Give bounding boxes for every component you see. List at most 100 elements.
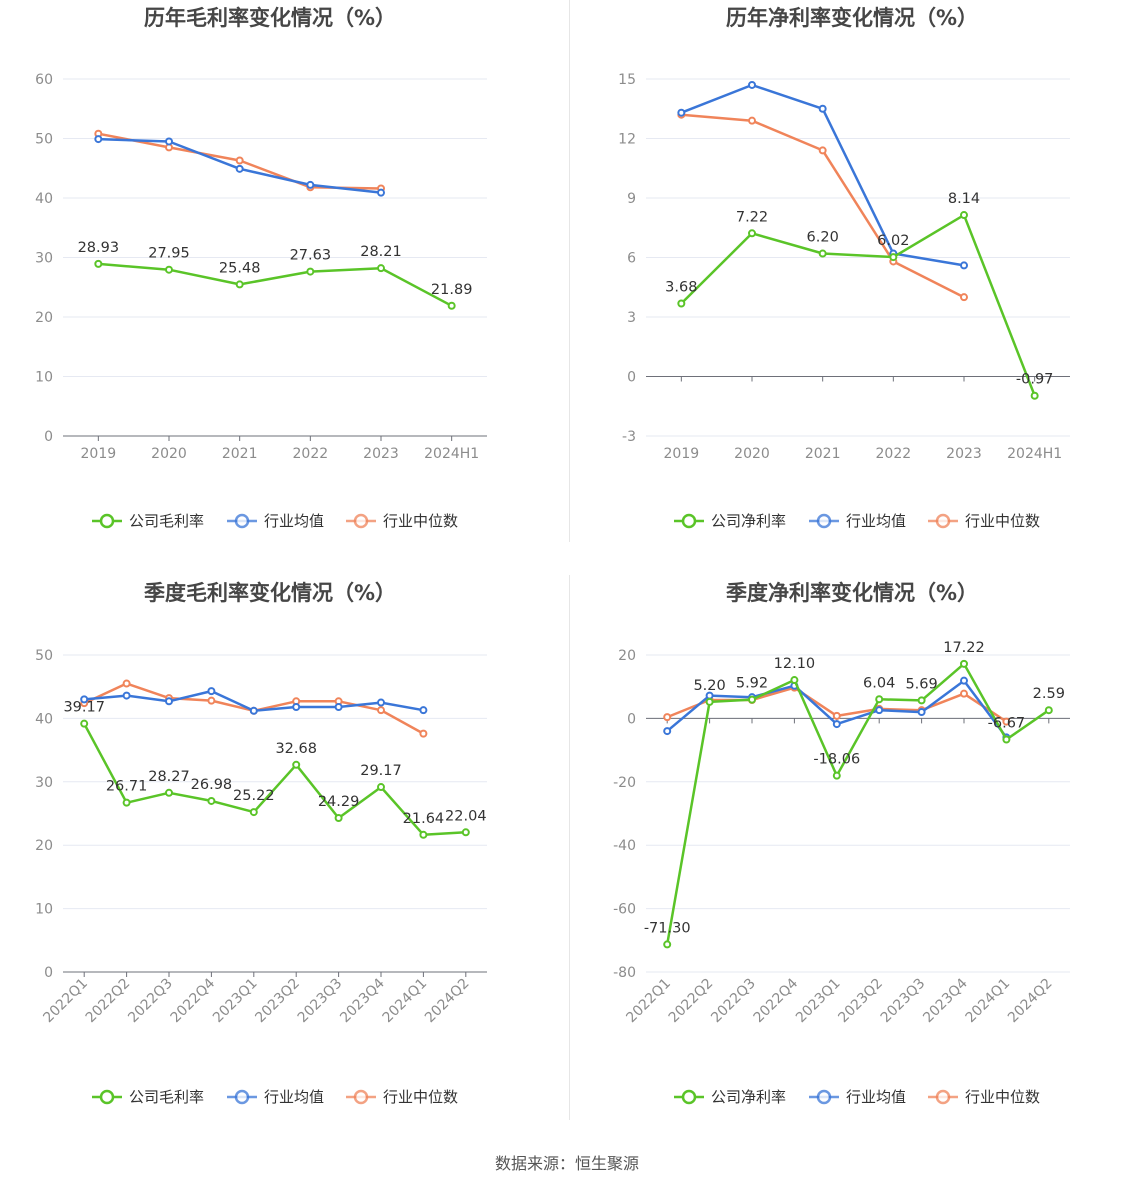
median-data-point: [1002, 717, 1011, 726]
x-tick-label: 2023Q1: [210, 976, 261, 1027]
y-tick-label: 10: [35, 370, 53, 386]
company-data-label: 22.04: [445, 808, 487, 824]
company-data-point: [875, 695, 884, 704]
x-tick-label: 2020: [734, 446, 770, 462]
company-data-label: 21.89: [431, 282, 473, 298]
company-data-label: 26.98: [191, 777, 233, 793]
y-tick-label: 30: [35, 251, 53, 267]
company-data-label: 27.95: [148, 246, 190, 262]
company-data-label: 26.71: [106, 779, 148, 795]
company-data-point: [1044, 706, 1053, 715]
company-data-label: 12.10: [774, 656, 816, 672]
legend-marker: [681, 1089, 697, 1105]
company-data-point: [1030, 391, 1039, 400]
company-data-label: 25.22: [233, 788, 275, 804]
legend-label: 公司净利率: [711, 1088, 786, 1106]
legend-label: 行业均值: [846, 512, 906, 530]
company-data-point: [790, 676, 799, 685]
company-data-point: [705, 697, 714, 706]
company-data-point: [165, 788, 173, 797]
company-data-label: 6.02: [877, 233, 909, 249]
vertical-divider-bottom: [569, 575, 570, 1120]
x-tick-label: 2022: [876, 446, 912, 462]
x-tick-label: 2023Q3: [878, 976, 929, 1027]
x-tick-label: 2022Q4: [168, 975, 219, 1026]
avg-data-point: [94, 135, 103, 144]
company-data-label: 28.27: [148, 769, 190, 785]
x-tick-label: 2024Q2: [1005, 976, 1056, 1027]
company-data-label: 24.29: [318, 794, 360, 810]
legend-label: 行业均值: [264, 1088, 324, 1106]
x-tick-label: 2021: [805, 446, 841, 462]
avg-data-point: [80, 695, 89, 704]
x-tick-label: 2023: [946, 446, 982, 462]
avg-data-point: [663, 727, 672, 736]
y-tick-label: -80: [613, 965, 636, 981]
x-tick-label: 2021: [222, 446, 258, 462]
y-tick-label: 50: [35, 648, 53, 664]
y-tick-label: 20: [35, 310, 53, 326]
company-data-label: 39.17: [63, 700, 105, 716]
avg-data-point: [377, 698, 385, 707]
company-data-point: [748, 695, 756, 704]
legend-marker: [816, 513, 832, 529]
vertical-divider-top: [569, 0, 570, 542]
company-data-point: [235, 280, 244, 289]
company-data-point: [663, 940, 672, 949]
median-data-point: [122, 679, 131, 688]
x-tick-label: 2022Q3: [708, 976, 759, 1027]
company-data-point: [334, 814, 343, 823]
legend-marker: [935, 513, 951, 529]
y-tick-label: 0: [627, 711, 636, 727]
avg-data-point: [306, 180, 315, 189]
annual-gross-margin-chart: 历年毛利率变化情况（%） 0 10 20 30 40 50 60 2019 2020 2021 202…: [0, 0, 567, 575]
x-tick-label: 2022Q3: [125, 976, 176, 1027]
y-tick-label: -3: [622, 429, 636, 445]
chart-title: 季度净利率变化情况（%）: [726, 581, 978, 605]
x-tick-label: 2023Q3: [295, 976, 346, 1027]
median-data-point: [419, 729, 428, 738]
y-tick-label: 12: [618, 132, 636, 148]
company-data-point: [677, 299, 686, 308]
avg-data-point: [377, 188, 385, 197]
company-data-label: -71.30: [644, 920, 691, 936]
legend-marker: [935, 1089, 951, 1105]
company-data-label: 6.04: [863, 675, 895, 691]
chart-svg: 季度净利率变化情况（%）-80-60-40-200202022Q12022Q22…: [613, 581, 1070, 1106]
legend-label: 行业中位数: [383, 512, 458, 530]
company-data-point: [1002, 735, 1011, 744]
avg-data-point: [419, 706, 428, 715]
annual-net-margin-chart: 历年净利率变化情况（%） -3 0 3 6 9 12 15 2019 2020 2021 2022 20…: [582, 0, 1134, 575]
company-data-label: 28.93: [78, 240, 120, 256]
company-data-label: 27.63: [290, 248, 332, 264]
company-data-label: 3.68: [665, 280, 697, 296]
avg-data-point: [249, 706, 258, 715]
company-data-label: 6.20: [807, 230, 839, 246]
x-tick-label: 2024Q1: [380, 976, 431, 1027]
avg-data-point: [165, 137, 173, 146]
company-data-point: [165, 265, 173, 274]
y-tick-label: 15: [618, 72, 636, 88]
x-tick-label: 2024H1: [1007, 446, 1062, 462]
company-data-point: [249, 808, 258, 817]
median-data-point: [235, 156, 244, 165]
company-data-point: [832, 771, 841, 780]
x-tick-label: 2024Q1: [963, 976, 1014, 1027]
y-tick-label: 0: [44, 429, 53, 445]
median-data-point: [748, 116, 756, 125]
x-tick-label: 2019: [664, 446, 700, 462]
data-source-note: 数据来源：恒生聚源: [494, 1154, 639, 1173]
company-data-point: [292, 760, 301, 769]
x-tick-label: 2023Q1: [793, 976, 844, 1027]
chart-title: 历年毛利率变化情况（%）: [144, 6, 396, 30]
company-data-point: [818, 249, 827, 258]
company-data-point: [748, 229, 756, 238]
y-tick-label: 0: [44, 965, 53, 981]
company-data-label: 25.48: [219, 260, 261, 276]
company-data-label: 7.22: [736, 209, 768, 225]
legend-marker: [234, 513, 250, 529]
company-data-label: 29.17: [360, 763, 402, 779]
company-data-point: [122, 798, 131, 807]
avg-data-point: [818, 104, 827, 113]
company-data-label: 5.69: [905, 676, 937, 692]
